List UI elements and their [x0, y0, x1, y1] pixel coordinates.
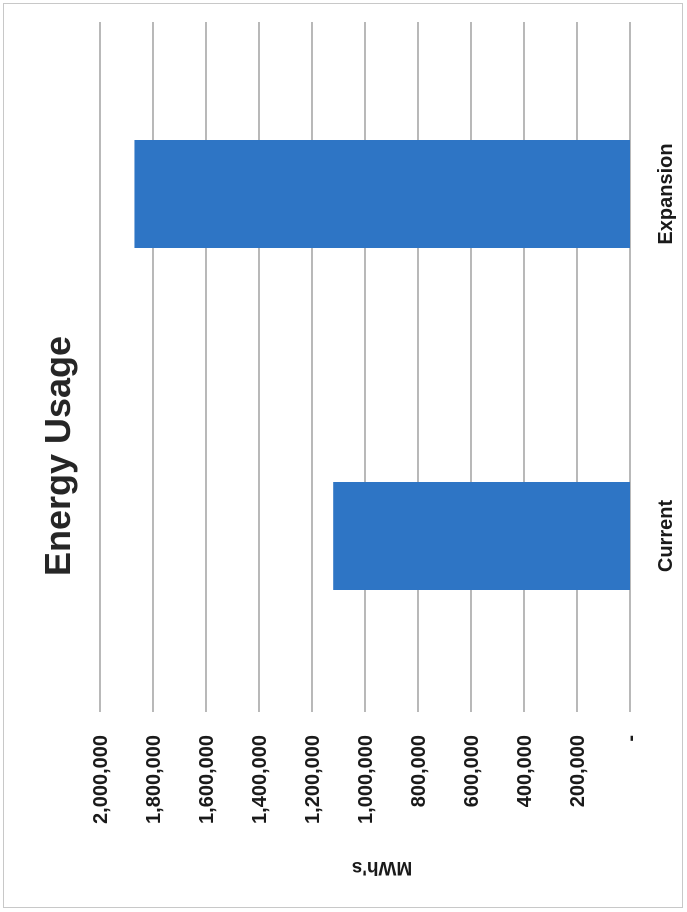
- tick-label: 200,000: [567, 735, 589, 807]
- tick-label: 1,800,000: [143, 735, 165, 824]
- tick-label: 800,000: [408, 735, 430, 807]
- tick-label: 1,600,000: [196, 735, 218, 824]
- tick-label: 400,000: [514, 735, 536, 807]
- category-labels: Current Expansion: [655, 143, 677, 572]
- y-axis-title: MWh's: [352, 857, 412, 878]
- tick-label: 1,400,000: [249, 735, 271, 824]
- tick-labels: - 200,000 400,000 600,000 800,000 1,000,000 1,…: [90, 735, 642, 824]
- bars: [134, 140, 630, 590]
- category-label-current: Current: [655, 500, 677, 573]
- chart-title: Energy Usage: [37, 336, 78, 576]
- category-label-expansion: Expansion: [655, 143, 677, 244]
- tick-label: 2,000,000: [90, 735, 112, 824]
- tick-label: 1,000,000: [355, 735, 377, 824]
- gridlines: [99, 22, 631, 712]
- tick-label: 600,000: [461, 735, 483, 807]
- tick-label: 1,200,000: [302, 735, 324, 824]
- bar-current: [333, 482, 630, 590]
- chart-frame: [3, 3, 683, 908]
- tick-label: -: [620, 735, 642, 742]
- bar-expansion: [134, 140, 630, 248]
